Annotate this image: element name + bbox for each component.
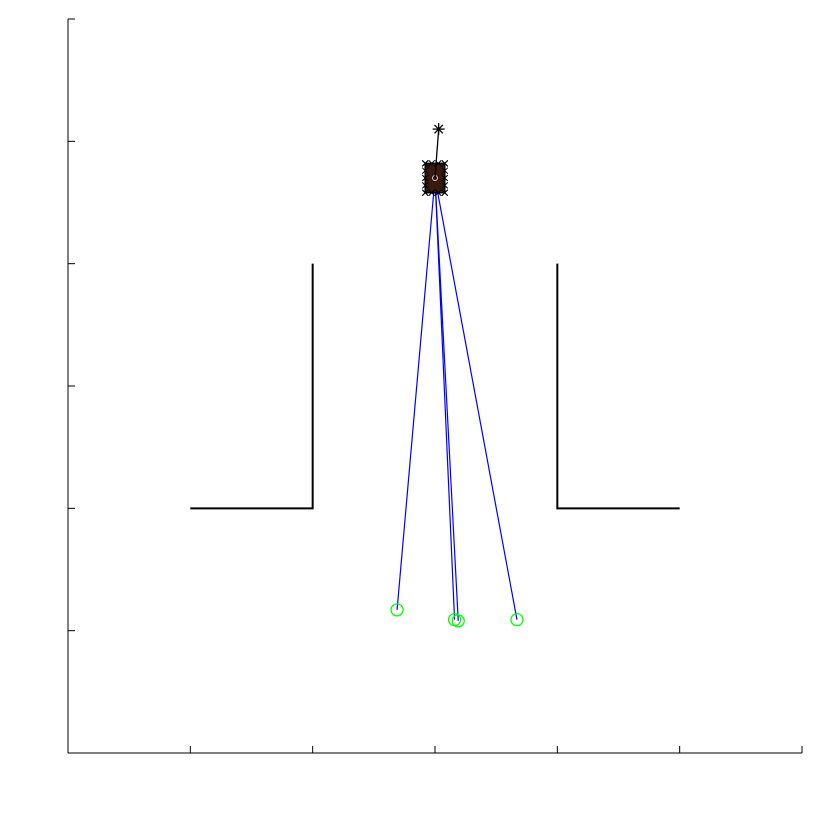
target-point-2 — [451, 614, 465, 628]
robot-mark — [421, 159, 429, 167]
robot-mark — [441, 182, 449, 189]
axes — [67, 18, 803, 754]
walls-layer — [190, 263, 680, 510]
robot-mark — [428, 159, 436, 167]
heading-asterisk — [432, 123, 445, 136]
target-point-3 — [510, 613, 524, 627]
robot-mark — [441, 189, 449, 197]
x-ticks — [67, 746, 803, 753]
ray-2 — [434, 178, 459, 621]
robot-mark — [441, 159, 449, 167]
ray-0 — [396, 177, 436, 610]
rays-layer — [396, 177, 518, 621]
robot-mark — [434, 189, 442, 197]
y-ticks — [68, 18, 75, 754]
target-point-0 — [390, 603, 404, 617]
robot-mark — [421, 167, 429, 175]
wall-0 — [190, 263, 314, 510]
wall-1 — [556, 263, 680, 510]
robot-layer — [421, 123, 449, 197]
robot-mark — [421, 174, 429, 182]
heading-line — [434, 129, 440, 179]
robot-mark — [441, 174, 449, 182]
asterisk-stroke — [434, 124, 444, 134]
targets-layer — [390, 603, 524, 628]
robot-mark — [421, 189, 429, 197]
robot-mark — [428, 189, 436, 197]
robot-outline-marks — [421, 159, 449, 197]
robot-mark — [421, 182, 429, 189]
robot-mark — [441, 167, 449, 175]
ray-3 — [434, 177, 518, 620]
ray-1 — [434, 178, 456, 620]
